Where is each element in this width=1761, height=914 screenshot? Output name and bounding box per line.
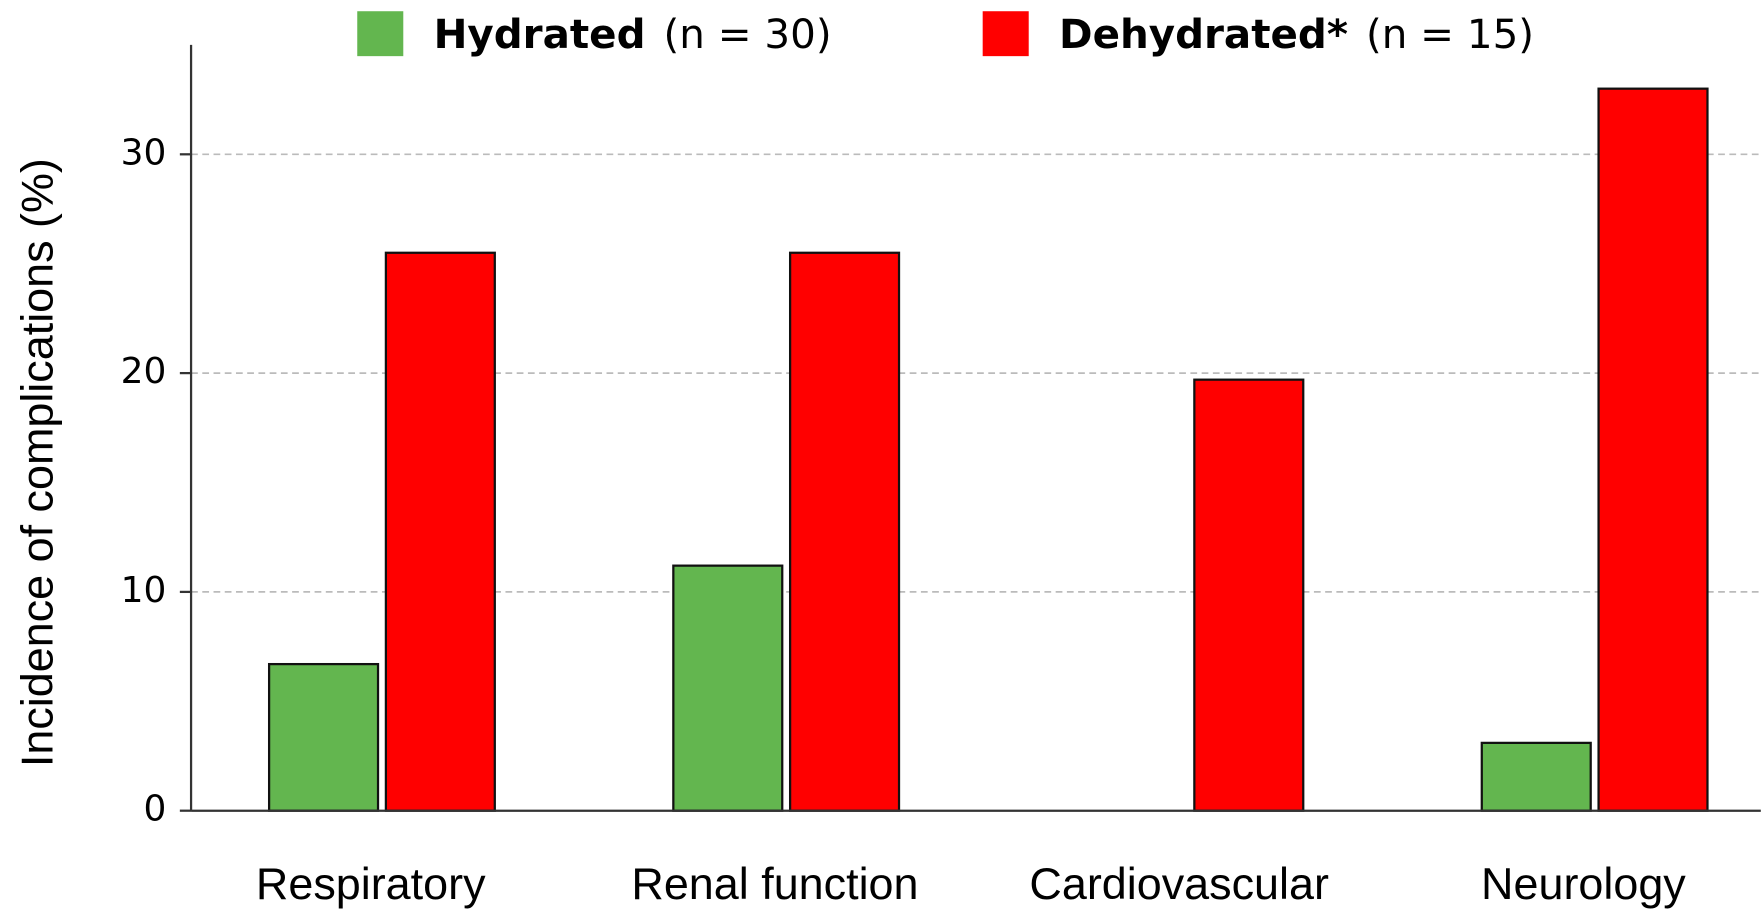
legend-name: Hydrated [434,10,646,58]
bar [267,662,380,812]
legend-entry: Dehydrated* (n = 15) [1059,10,1534,58]
x-tick-label: Neurology [1481,858,1686,909]
legend-name: Dehydrated* [1059,10,1348,58]
x-tick-label: Renal function [631,858,918,909]
legend-sample: (n = 15) [1366,10,1534,58]
bar [788,251,901,812]
bar [672,564,784,812]
x-tick-label: Respiratory [256,858,486,909]
y-tick-label: 10 [121,570,167,611]
bar [1597,87,1709,812]
bar [384,251,496,812]
legend-swatch [357,11,404,57]
legend-swatch [982,11,1029,57]
y-tick-label: 0 [144,789,167,830]
x-tick-label: Cardiovascular [1029,858,1329,909]
legend-sample: (n = 30) [663,10,831,58]
y-tick-label: 20 [121,351,167,392]
bar [1480,741,1592,812]
y-axis-label: Incidence of complications (%) [11,158,62,767]
y-tick-label: 30 [121,132,167,173]
legend-entry: Hydrated (n = 30) [434,10,832,58]
bar [1193,378,1305,812]
